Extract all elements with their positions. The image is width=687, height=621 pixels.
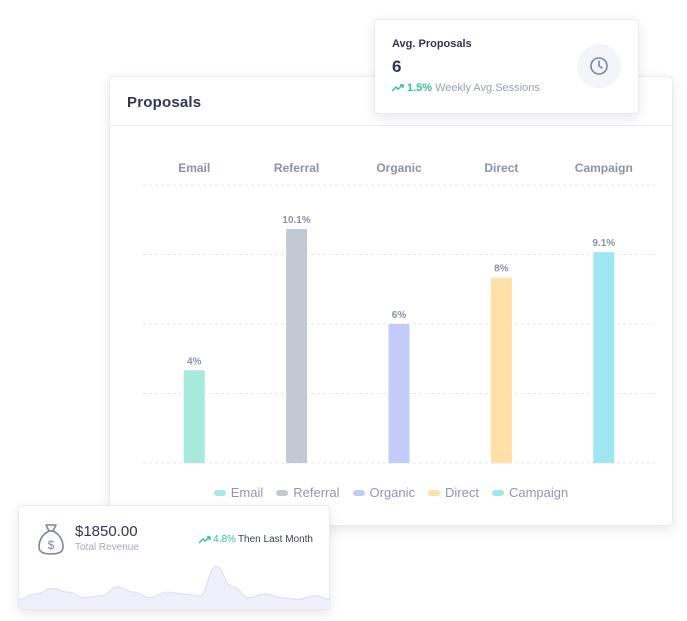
legend-item-direct[interactable]: Direct bbox=[428, 485, 479, 500]
bar-campaign[interactable] bbox=[593, 252, 615, 463]
svg-text:$: $ bbox=[48, 538, 55, 552]
legend-swatch bbox=[276, 489, 289, 496]
chart-legend: Email Referral Organic Direct Campaign bbox=[110, 485, 672, 500]
legend-swatch bbox=[352, 489, 365, 496]
legend-item-organic[interactable]: Organic bbox=[352, 485, 416, 500]
revenue-trend-pct: 4.8% bbox=[213, 534, 236, 545]
total-revenue-value: $1850.00 bbox=[75, 523, 138, 540]
legend-item-referral[interactable]: Referral bbox=[276, 485, 340, 500]
category-label: Campaign bbox=[575, 161, 633, 175]
legend-item-campaign[interactable]: Campaign bbox=[491, 485, 569, 500]
proposals-card: Proposals Email 4% Referral 10.1% Organic 6% D… bbox=[109, 76, 673, 526]
legend-swatch bbox=[491, 489, 504, 496]
avg-proposals-card: Avg. Proposals 6 1.5% Weekly Avg.Session… bbox=[374, 19, 639, 114]
data-label: 9.1% bbox=[592, 238, 615, 249]
revenue-trend-label: Then Last Month bbox=[237, 534, 313, 545]
clock-icon bbox=[590, 57, 608, 75]
avg-proposals-title: Avg. Proposals bbox=[392, 38, 472, 50]
bar-referral[interactable] bbox=[286, 229, 308, 463]
proposals-card-title: Proposals bbox=[110, 77, 672, 126]
avg-proposals-trend-pct: 1.5% bbox=[407, 82, 433, 94]
legend-swatch bbox=[213, 489, 226, 496]
data-label: 10.1% bbox=[282, 215, 310, 226]
legend-swatch bbox=[428, 489, 441, 496]
bar-organic[interactable] bbox=[388, 324, 410, 463]
sparkline-line bbox=[19, 565, 331, 601]
data-label: 6% bbox=[392, 310, 407, 321]
avg-proposals-trend: 1.5% Weekly Avg.Sessions bbox=[392, 82, 540, 94]
revenue-card: $ $1850.00 Total Revenue 4.8% Then Last … bbox=[18, 505, 331, 610]
legend-label: Direct bbox=[445, 485, 479, 500]
legend-label: Campaign bbox=[508, 485, 569, 500]
legend-label: Email bbox=[230, 485, 264, 500]
trend-up-icon bbox=[199, 535, 211, 543]
revenue-sparkline bbox=[19, 565, 331, 609]
bar-email[interactable] bbox=[183, 370, 205, 463]
data-label: 4% bbox=[187, 356, 202, 367]
category-label: Referral bbox=[274, 161, 319, 175]
data-label: 8% bbox=[494, 264, 509, 275]
sparkline-area bbox=[19, 566, 331, 609]
avg-proposals-trend-label: Weekly Avg.Sessions bbox=[435, 82, 540, 94]
category-label: Email bbox=[178, 161, 210, 175]
clock-icon-container bbox=[577, 44, 621, 88]
bar-direct[interactable] bbox=[490, 277, 512, 463]
legend-item-email[interactable]: Email bbox=[213, 485, 264, 500]
proposals-bar-chart: Email 4% Referral 10.1% Organic 6% Direct 8% Cam… bbox=[143, 161, 655, 464]
legend-label: Referral bbox=[293, 485, 340, 500]
category-label: Organic bbox=[376, 161, 422, 175]
revenue-trend: 4.8% Then Last Month bbox=[199, 534, 313, 545]
avg-proposals-value: 6 bbox=[392, 57, 402, 76]
category-label: Direct bbox=[484, 161, 518, 175]
money-bag-icon: $ bbox=[38, 524, 64, 555]
trend-up-icon bbox=[392, 84, 404, 92]
legend-label: Organic bbox=[369, 485, 416, 500]
total-revenue-label: Total Revenue bbox=[75, 542, 139, 553]
